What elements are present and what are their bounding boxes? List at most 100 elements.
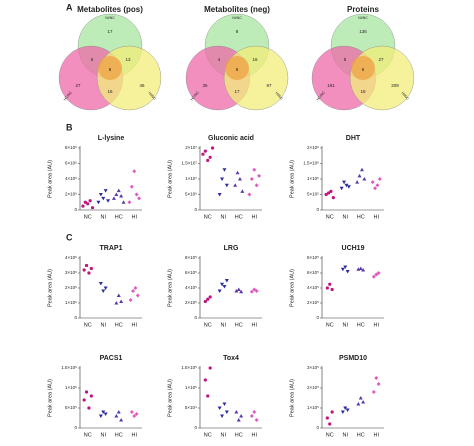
x-tick-label: NI: [101, 214, 107, 220]
x-tick-label: NI: [101, 322, 107, 328]
plot-title: UCH19: [342, 245, 365, 252]
data-point: [357, 173, 362, 178]
y-tick-label: 8×10⁶: [65, 145, 77, 150]
data-point: [132, 169, 137, 174]
y-tick-label: 6×10⁶: [65, 161, 77, 166]
y-tick-label: 1×10⁵: [185, 385, 197, 390]
y-tick-label: 4×10⁵: [185, 285, 197, 290]
x-tick-label: HI: [374, 214, 380, 220]
data-point: [254, 183, 259, 188]
x-tick-label: HI: [252, 214, 258, 220]
data-point: [236, 287, 241, 291]
panel-label: B: [66, 122, 73, 132]
venn-overlap: [351, 56, 375, 80]
data-point: [206, 158, 210, 162]
y-tick-label: 5×10⁴: [185, 405, 197, 410]
data-point: [208, 295, 212, 299]
data-point: [135, 293, 140, 298]
data-point: [345, 408, 350, 412]
y-tick-label: 1×10⁶: [65, 385, 77, 390]
y-tick-label: 0: [74, 207, 77, 212]
venn-count: 27: [378, 57, 384, 62]
y-tick-label: 0: [316, 425, 319, 430]
data-point: [137, 196, 142, 201]
data-point: [111, 196, 116, 200]
x-tick-label: HI: [132, 432, 138, 438]
data-point: [132, 414, 137, 418]
venn-set-label: HI/NC: [400, 91, 409, 101]
y-tick-label: 1.5×10⁵: [181, 365, 197, 370]
data-point: [343, 265, 348, 269]
y-axis-label: Peak area (AU): [167, 269, 173, 307]
data-point: [346, 185, 351, 189]
y-axis-label: Peak area (AU): [47, 269, 53, 307]
x-tick-label: NI: [101, 432, 107, 438]
x-tick-label: HC: [357, 322, 365, 328]
x-tick-label: NC: [204, 432, 212, 438]
y-tick-label: 1×10⁷: [185, 176, 197, 181]
venn-set-label: HC/NC: [63, 90, 73, 101]
y-axis-label: Peak area (AU): [47, 160, 53, 198]
data-point: [235, 170, 240, 175]
data-point: [361, 268, 366, 272]
venn-count: 8: [109, 67, 112, 72]
data-point: [203, 378, 207, 382]
y-tick-label: 1.5×10⁷: [181, 161, 197, 166]
venn-count: 16: [107, 89, 113, 94]
y-tick-label: 1.5×10⁶: [61, 365, 77, 370]
data-point: [331, 196, 335, 200]
plot-title: LRG: [224, 245, 239, 252]
y-tick-label: 8×10⁵: [307, 255, 319, 260]
plot-title: TRAP1: [100, 245, 123, 252]
data-point: [86, 202, 90, 206]
y-tick-label: 0: [316, 315, 319, 320]
y-tick-label: 0: [316, 207, 319, 212]
y-tick-label: 5×10⁶: [185, 192, 197, 197]
data-point: [121, 200, 126, 204]
x-tick-label: HI: [132, 214, 138, 220]
data-point: [220, 177, 225, 181]
venn-count: 209: [391, 83, 399, 88]
x-tick-label: NC: [204, 214, 212, 220]
y-tick-label: 1×10⁶: [307, 176, 319, 181]
venn-count: 8: [236, 29, 239, 34]
data-point: [134, 192, 139, 197]
data-point: [119, 299, 124, 303]
data-point: [98, 193, 103, 197]
y-tick-label: 2×10⁶: [307, 145, 319, 150]
data-point: [236, 418, 241, 422]
data-point: [373, 186, 378, 191]
data-point: [98, 282, 103, 286]
data-point: [356, 402, 361, 406]
data-point: [224, 410, 229, 414]
data-point: [84, 263, 89, 268]
data-point: [103, 412, 108, 416]
data-point: [330, 287, 334, 292]
data-point: [217, 193, 222, 197]
data-point: [81, 204, 85, 208]
data-point: [114, 192, 119, 196]
data-point: [203, 149, 207, 153]
data-point: [116, 293, 121, 297]
data-point: [252, 410, 257, 414]
data-point: [129, 410, 134, 414]
venn-count: 27: [75, 83, 81, 88]
y-tick-label: 2×10⁵: [307, 385, 319, 390]
data-point: [103, 189, 108, 193]
plot-title: PSMD10: [339, 355, 367, 362]
data-point: [362, 177, 367, 181]
x-tick-label: NI: [343, 322, 349, 328]
data-point: [239, 414, 244, 418]
y-tick-label: 1×10⁶: [65, 300, 77, 305]
data-point: [249, 289, 254, 294]
data-point: [376, 382, 381, 386]
data-point: [359, 167, 364, 172]
data-point: [106, 199, 111, 203]
y-tick-label: 2×10⁷: [185, 145, 197, 150]
data-point: [217, 289, 222, 293]
y-tick-label: 4×10⁵: [307, 285, 319, 290]
data-point: [206, 297, 210, 301]
data-point: [328, 422, 332, 426]
data-point: [249, 414, 254, 418]
